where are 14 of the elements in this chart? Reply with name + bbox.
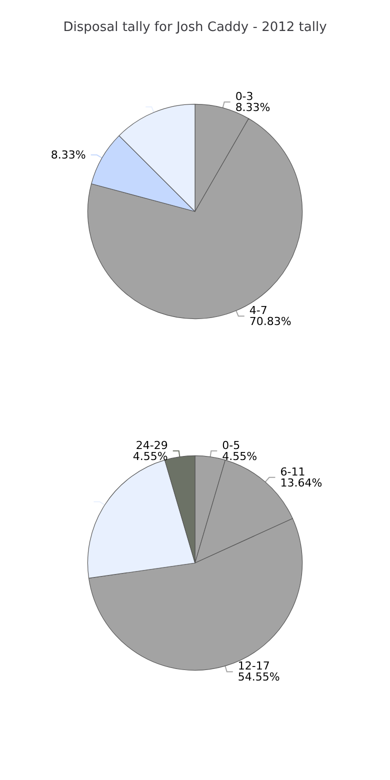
slice-label: 12-17 xyxy=(238,660,270,673)
chart-title: Disposal tally for Josh Caddy - 2012 tally xyxy=(63,20,328,35)
slice-label: 6-11 xyxy=(280,465,306,478)
slice-label: 0-3 xyxy=(235,90,254,104)
data-label: 8.33% xyxy=(235,101,270,114)
data-label: 54.55% xyxy=(238,670,280,684)
data-label: 70.83% xyxy=(249,315,292,328)
data-label: 4.55% xyxy=(222,450,258,463)
slice-label: 24-29 xyxy=(136,438,168,452)
data-label: 4.55% xyxy=(132,450,168,463)
data-label: 8.33% xyxy=(50,148,86,162)
data-label: 13.64% xyxy=(280,476,322,490)
slice-label: 4-7 xyxy=(249,304,268,318)
slice-label: 0-5 xyxy=(222,438,240,452)
